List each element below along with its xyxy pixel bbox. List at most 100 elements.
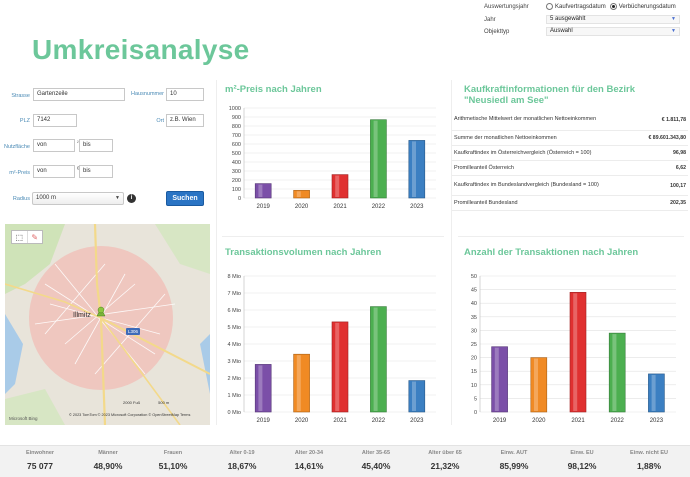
plz-input[interactable]: 7142 [33,114,77,127]
stat-value: 18,67% [227,461,257,471]
y-tick-label: 400 [232,160,241,166]
radio-verbuecherung-label: Verbücherungsdatum [618,3,676,10]
bar-highlight [494,347,499,411]
kaufkraft-label: Promilleanteil Bundesland [454,199,518,206]
stat-label: Einwohner [25,450,55,456]
bar-highlight [296,355,301,411]
anzahl-chart-title: Anzahl der Transaktionen nach Jahren [464,247,639,258]
y-tick-label: 35 [471,315,477,321]
hausnummer-input[interactable]: 10 [166,88,204,101]
objekttyp-label: Objekttyp [484,28,510,35]
preis-chart-svg: 0 100 200 300 400 500 600 700 800 900 1000 2019 2020… [229,106,436,210]
m2preis-bis-input[interactable]: bis [79,165,113,178]
stat-alter-ueber-65: Alter über 65 21,32% [414,450,476,471]
plz-label: PLZ [19,118,30,124]
table-row: Promilleanteil Österreich 6,62 [452,161,688,176]
stat-label: Alter 0-19 [229,450,255,456]
kaufkraft-value: € 1.811,78 [661,116,686,123]
auswertung-row: Auswertungsjahr Kaufvertragsdatum Verbüc… [484,3,680,10]
bar-highlight [534,358,538,411]
draw-icon[interactable]: ✎ [26,231,43,243]
strasse-input[interactable]: Gartenzeile [33,88,125,101]
map-credit: © 2023 TomTom © 2023 Microsoft Corporati… [69,413,191,417]
row-divider-right [458,236,684,237]
radio-verbuecherung-dot[interactable] [609,3,617,10]
stat-alter-0-19: Alter 0-19 18,67% [211,450,273,471]
bar [254,364,272,413]
y-tick-label: 800 [232,124,241,130]
table-row: Arithmetische Mittelwert der monatlichen… [452,109,688,131]
radio-kaufvertrag-dot[interactable] [546,3,553,10]
y-tick-label: 2 Mio [228,376,241,382]
info-icon[interactable]: i [127,194,136,203]
jahr-select[interactable]: 5 ausgewählt ▼ [546,15,680,24]
bar-highlight [373,120,378,197]
y-tick-label: 600 [232,142,241,148]
stat-value: 51,10% [158,461,188,471]
stat-label: Alter 35-65 [361,450,391,456]
bar [648,373,665,413]
bar [370,306,387,413]
objekttyp-select[interactable]: Auswahl ▼ [546,27,680,36]
strasse-label: Strasse [11,93,30,99]
table-row: Kaufkraftindex im Bundeslandvergleich (B… [452,176,688,196]
map-toolbar: ⬚ ✎ [11,230,43,244]
kaufkraft-title-line2: "Neusiedl am See" [464,95,549,106]
map-scale-right: 500 m [158,400,170,405]
kaufkraft-value: 96,98 [673,150,686,156]
kaufkraft-label: Kaufkraftindex im Österreichvergleich (Ö… [454,149,592,156]
x-tick-label: 2020 [295,418,309,424]
kaufkraft-label: Summe der monatlichen Nettoeinkommen [454,134,557,141]
y-tick-label: 0 Mio [228,410,241,416]
bar-highlight [412,141,416,197]
y-tick-label: 200 [232,178,241,184]
transaktionsvolumen-chart-title: Transaktionsvolumen nach Jahren [225,247,382,258]
bar-highlight [335,175,340,197]
nutzflaeche-bis-input[interactable]: bis [79,139,113,152]
x-tick-label: 2019 [257,204,271,210]
bar-highlight [373,307,378,411]
bar [491,346,508,413]
row-divider-mid [222,236,444,237]
radius-chevron-icon: ▼ [115,195,120,201]
y-tick-label: 7 Mio [228,291,241,297]
kaufkraft-title: Kaufkraftinformationen für den Bezirk "N… [464,84,635,106]
y-tick-label: 25 [471,342,477,348]
nutzflaeche-label: Nutzfläche [4,144,30,150]
stat-frauen: Frauen 51,10% [142,450,204,471]
map-road-badge: L306 [126,328,141,335]
radio-verbuecherung[interactable]: Verbücherungsdatum [609,3,676,10]
radio-kaufvertrag[interactable]: Kaufvertragsdatum [546,3,606,10]
kaufkraft-value: 202,35 [670,200,686,206]
x-tick-label: 2023 [410,204,424,210]
y-tick-label: 5 [474,396,477,402]
y-tick-label: 50 [471,274,477,280]
stat-value: 85,99% [499,461,529,471]
bar-highlight [258,365,263,411]
search-button[interactable]: Suchen [166,191,204,206]
stat-value: 1,88% [636,461,662,471]
ort-input[interactable]: z.B. Wien [166,114,204,127]
x-tick-label: 2021 [333,418,347,424]
nutzflaeche-von-input[interactable]: von [33,139,75,152]
kaufkraft-value: € 89.601.343,80 [648,135,686,141]
stat-einw-eu: Einw. EU 98,12% [551,450,613,471]
bar [408,380,426,413]
select-area-icon[interactable]: ⬚ [15,232,24,242]
radius-select[interactable]: 1000 m ▼ [32,192,124,205]
objekttyp-select-value: Auswahl [550,28,573,34]
anzahl-chart: 0 5 10 15 20 25 30 35 40 45 50 2019 2020 2021 2022 2023 [458,272,684,430]
bar [331,174,349,199]
map-canvas [5,224,210,425]
bar-highlight [335,322,340,411]
y-tick-label: 15 [471,369,477,375]
bar-highlight [258,184,263,197]
hausnummer-label: Hausnummer [130,91,164,97]
transaktionsvolumen-chart-svg: 0 Mio 1 Mio 2 Mio 3 Mio 4 Mio 5 Mio 6 Mio 7 Mio… [228,274,436,424]
m2preis-von-input[interactable]: von [33,165,75,178]
stat-alter-35-65: Alter 35-65 45,40% [345,450,407,471]
map-view[interactable]: ⬚ ✎ Illmitz L306 2000 Fuß 500 m © 2023 T… [5,224,210,425]
x-tick-label: 2021 [571,418,585,424]
bar [370,119,387,199]
x-tick-label: 2022 [372,204,386,210]
